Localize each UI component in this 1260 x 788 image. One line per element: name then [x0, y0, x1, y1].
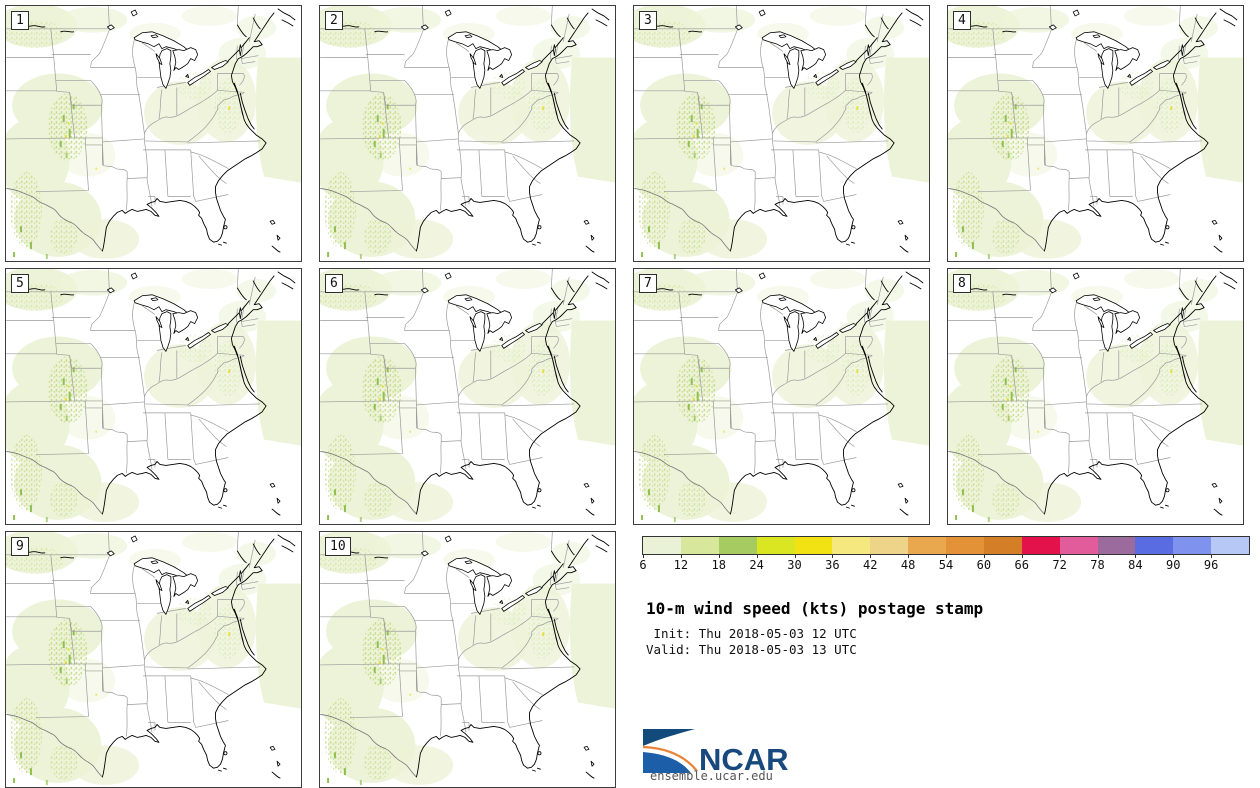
ncar-logo: NCAR	[642, 729, 789, 776]
map-panel-9: 9	[5, 531, 302, 788]
colorbar-tick	[643, 554, 644, 558]
map-panel-1: 1	[5, 5, 302, 262]
colorbar-segment	[908, 537, 946, 554]
map-panel-3: 3	[633, 5, 930, 262]
colorbar-tick-label: 96	[1203, 558, 1219, 572]
colorbar-tick	[908, 554, 910, 558]
us-wind-map	[948, 6, 1243, 260]
colorbar-segment	[680, 537, 719, 554]
colorbar-segment	[794, 537, 833, 554]
member-number-badge: 1	[11, 11, 29, 30]
member-number-badge: 7	[639, 274, 657, 293]
colorbar-tick	[1059, 554, 1061, 558]
colorbar-segment	[946, 537, 984, 554]
map-panel-6: 6	[319, 268, 616, 525]
colorbar-segment	[643, 537, 681, 554]
us-wind-map	[320, 269, 615, 523]
colorbar-tick	[870, 554, 872, 558]
colorbar-tick	[1211, 554, 1213, 558]
colorbar-tick-label: 90	[1166, 558, 1181, 572]
us-wind-map	[320, 532, 615, 786]
colorbar-tick-label: 78	[1090, 558, 1105, 572]
colorbar-segment	[832, 537, 871, 554]
colorbar-tick	[1135, 554, 1137, 558]
colorbar-tick	[946, 554, 947, 558]
colorbar-segment	[756, 537, 795, 554]
map-panel-4: 4	[947, 5, 1244, 262]
product-title: 10-m wind speed (kts) postage stamp	[646, 599, 984, 618]
colorbar-tick-label: 36	[825, 558, 840, 572]
colorbar-tick-label: 42	[863, 558, 878, 572]
ncar-logo-wedge	[643, 729, 695, 746]
wind-speed-colorbar	[642, 536, 1250, 555]
colorbar-tick-label: 84	[1128, 558, 1143, 572]
ncar-logo-swoosh	[643, 752, 691, 773]
valid-time-label: Valid: Thu 2018-05-03 13 UTC	[646, 642, 857, 657]
colorbar-tick-label: 72	[1052, 558, 1067, 572]
member-number-badge: 6	[325, 274, 343, 293]
colorbar-tick	[794, 554, 796, 558]
colorbar-tick-label: 12	[673, 558, 689, 572]
map-panel-8: 8	[947, 268, 1244, 525]
colorbar-segment	[718, 537, 757, 554]
us-wind-map	[6, 269, 301, 523]
map-panel-5: 5	[5, 268, 302, 525]
member-number-badge: 8	[953, 274, 971, 293]
map-panel-10: 10	[319, 531, 616, 788]
site-url: ensemble.ucar.edu	[650, 769, 773, 783]
member-number-badge: 4	[953, 11, 971, 30]
colorbar-tick	[1021, 554, 1023, 558]
ncar-logo-text: NCAR	[699, 742, 789, 776]
us-wind-map	[320, 6, 615, 260]
colorbar-tick-label: 60	[976, 558, 992, 572]
colorbar-segment	[1097, 537, 1136, 554]
colorbar-tick-label: 6	[639, 558, 647, 572]
colorbar-tick	[983, 554, 985, 558]
member-number-badge: 3	[639, 11, 657, 30]
colorbar-tick	[1097, 554, 1099, 558]
colorbar-segment	[1021, 537, 1060, 554]
colorbar-segment	[1135, 537, 1174, 554]
colorbar-segment	[870, 537, 909, 554]
ncar-logo-arc	[642, 745, 698, 772]
colorbar-segment	[1173, 537, 1212, 554]
member-number-badge: 5	[11, 274, 29, 293]
colorbar-segment	[1211, 537, 1249, 554]
colorbar-segment	[983, 537, 1022, 554]
us-wind-map	[634, 6, 929, 260]
colorbar-tick-label: 18	[711, 558, 726, 572]
colorbar-tick	[718, 554, 720, 558]
colorbar-tick-label: 24	[749, 558, 764, 572]
member-number-badge: 10	[325, 537, 351, 556]
colorbar-tick	[756, 554, 758, 558]
colorbar-tick-label: 30	[787, 558, 802, 572]
us-wind-map	[634, 269, 929, 523]
colorbar-tick-label: 54	[938, 558, 954, 572]
colorbar-tick	[680, 554, 682, 558]
colorbar-tick-label: 66	[1014, 558, 1029, 572]
us-wind-map	[6, 6, 301, 260]
colorbar-tick	[832, 554, 834, 558]
map-panel-7: 7	[633, 268, 930, 525]
colorbar-tick-label: 48	[900, 558, 916, 572]
member-number-badge: 9	[11, 537, 29, 556]
us-wind-map	[6, 532, 301, 786]
colorbar-segment	[1059, 537, 1098, 554]
us-wind-map	[948, 269, 1243, 523]
init-time-label: Init: Thu 2018-05-03 12 UTC	[646, 626, 857, 641]
member-number-badge: 2	[325, 11, 343, 30]
colorbar-tick	[1173, 554, 1175, 558]
map-panel-2: 2	[319, 5, 616, 262]
